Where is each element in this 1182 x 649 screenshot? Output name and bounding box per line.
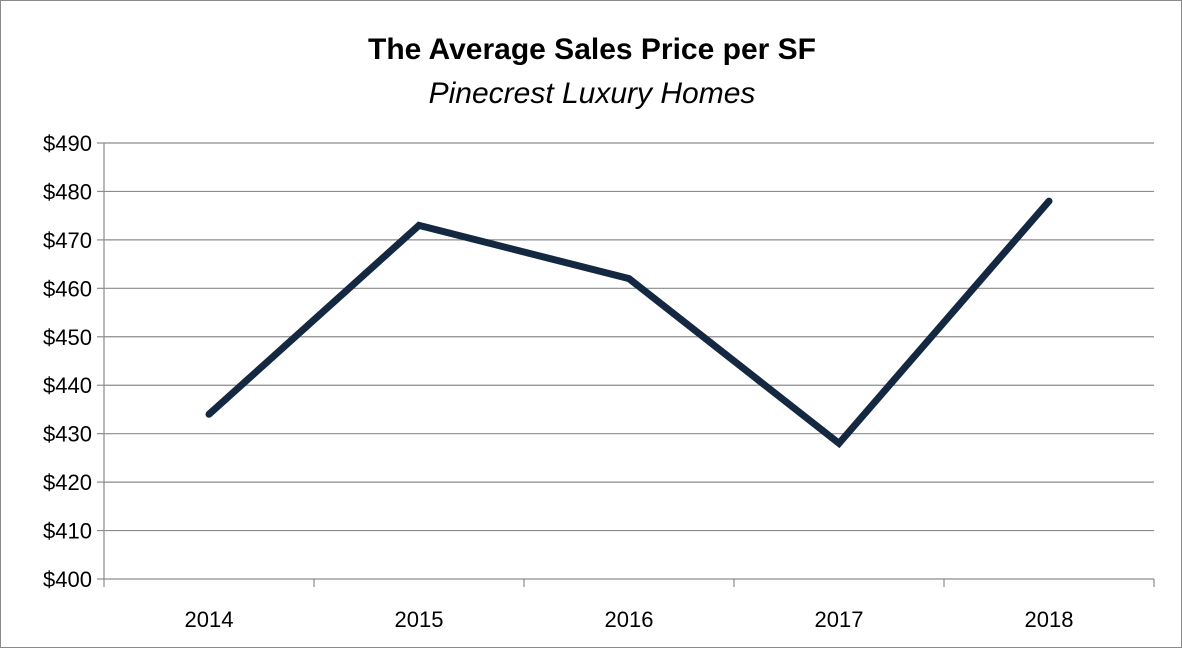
series-line — [209, 201, 1049, 443]
x-tick-label: 2014 — [185, 607, 234, 632]
y-tick-label: $480 — [43, 179, 92, 204]
y-tick-label: $490 — [43, 131, 92, 156]
chart-title: The Average Sales Price per SF — [368, 33, 816, 66]
axes — [97, 143, 1154, 587]
y-tick-label: $410 — [43, 519, 92, 544]
chart-subtitle: Pinecrest Luxury Homes — [429, 77, 756, 110]
x-tick-label: 2016 — [605, 607, 654, 632]
x-tick-label: 2017 — [815, 607, 864, 632]
series-layer — [209, 201, 1049, 443]
y-tick-label: $430 — [43, 422, 92, 447]
x-tick-label: 2015 — [395, 607, 444, 632]
y-tick-label: $470 — [43, 228, 92, 253]
y-tick-label: $420 — [43, 470, 92, 495]
y-tick-label: $440 — [43, 373, 92, 398]
x-tick-label: 2018 — [1025, 607, 1074, 632]
y-tick-label: $450 — [43, 325, 92, 350]
y-tick-label: $460 — [43, 276, 92, 301]
y-tick-label: $400 — [43, 567, 92, 592]
y-axis-ticks: $400 $410 $420 $430 $440 $450 $460 $470 $480 $490 — [43, 131, 92, 592]
gridlines — [104, 143, 1154, 531]
x-axis-ticks: 2014 2015 2016 2017 2018 — [185, 607, 1074, 632]
